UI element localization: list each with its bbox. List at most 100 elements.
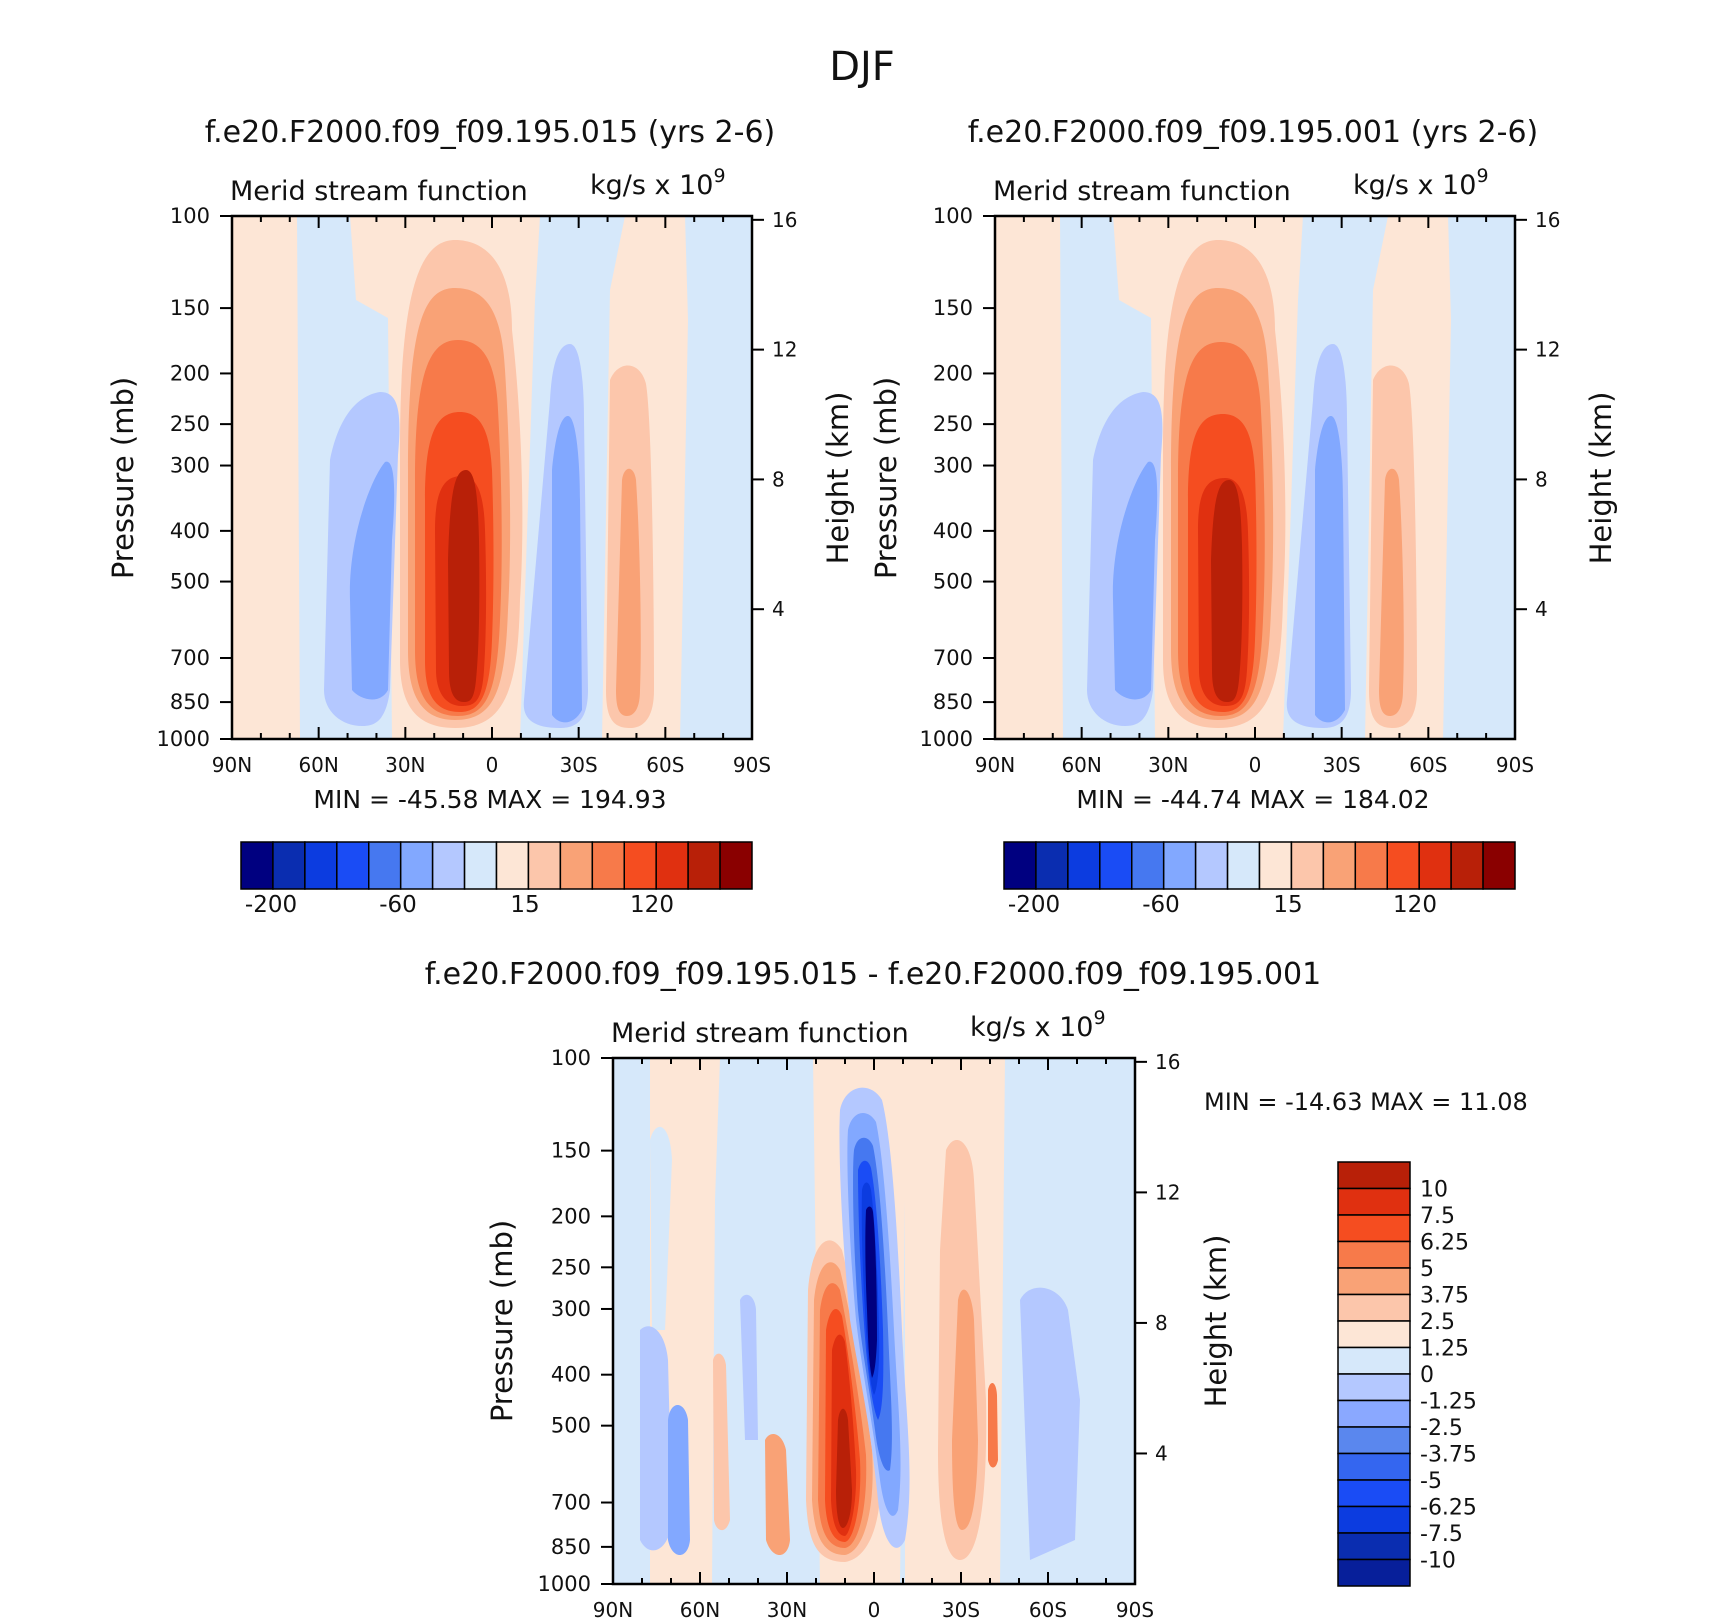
units-exponent: 9 (1476, 165, 1488, 187)
colorbar-swatch (1290, 841, 1325, 890)
colorbar-swatch (1337, 1240, 1411, 1269)
y2-tick-label: 16 (1535, 208, 1560, 232)
pos-region-cell-l6 (448, 470, 480, 702)
cb-label: -6.25 (1420, 1496, 1477, 1521)
colorbar-swatch (336, 841, 370, 890)
panel-1-colorbar (240, 841, 753, 890)
x-tick-label: 90N (593, 1598, 633, 1620)
panel-1-minmax: MIN = -45.58 MAX = 194.93 (313, 785, 666, 814)
x-tick-label: 30N (767, 1598, 807, 1620)
y-tick-label: 1000 (157, 727, 210, 751)
panel-1-units-label: kg/s x 109 (590, 165, 726, 201)
colorbar-swatch (1418, 841, 1452, 890)
x-tick-label: 0 (868, 1598, 881, 1620)
x-tick-label: 90S (1116, 1598, 1154, 1620)
x-tick-label: 90N (975, 753, 1015, 777)
cb-label: -60 (1142, 892, 1180, 918)
neg-region-70n-core (668, 1405, 690, 1555)
neg-region-70n (640, 1326, 672, 1551)
cb-label: -10 (1420, 1549, 1456, 1574)
panel-2-field-label: Merid stream function (993, 176, 1291, 207)
cb-label: 2.5 (1420, 1310, 1455, 1335)
y2-tick-label: 4 (1535, 597, 1548, 621)
colorbar-swatch (1337, 1293, 1411, 1322)
panel-3-y2-label: Height (km) (1199, 1235, 1233, 1408)
colorbar-swatch (1337, 1187, 1411, 1216)
y-tick-label: 100 (170, 204, 210, 228)
colorbar-swatch (655, 841, 689, 890)
cb-label: 1.25 (1420, 1337, 1469, 1362)
neg-region-60s (1020, 1287, 1080, 1560)
pos-region-sh-core (616, 468, 641, 716)
colorbar-swatch (431, 841, 466, 890)
colorbar-swatch (559, 841, 594, 890)
colorbar-swatch (1322, 841, 1357, 890)
cb-label: -60 (379, 892, 417, 918)
pos-region-cell-l6 (1211, 480, 1243, 702)
pos-region-40s-mid (952, 1289, 978, 1530)
colorbar-swatch (1450, 841, 1484, 890)
panel-3-field-label: Merid stream function (611, 1018, 909, 1049)
y-tick-label: 1000 (538, 1572, 591, 1596)
cb-label: 15 (1273, 892, 1302, 918)
colorbar-swatch (1337, 1452, 1411, 1481)
y2-tick-label: 8 (1535, 467, 1548, 491)
y2-tick-label: 12 (772, 338, 797, 362)
cb-label: 120 (630, 892, 674, 918)
y-tick-label: 250 (170, 412, 210, 436)
y-tick-label: 200 (170, 361, 210, 385)
panel-3-contour-field (613, 1058, 1135, 1584)
units-text: kg/s x 10 (590, 170, 713, 201)
y-tick-label: 250 (933, 412, 973, 436)
units-exponent: 9 (713, 165, 725, 187)
colorbar-swatch (1337, 1161, 1411, 1190)
colorbar-swatch (1337, 1373, 1411, 1402)
pos-region-35n (765, 1434, 790, 1555)
colorbar-swatch (1354, 841, 1388, 890)
x-tick-label: 90S (1496, 753, 1534, 777)
colorbar-swatch (1386, 841, 1420, 890)
cb-label: 3.75 (1420, 1284, 1469, 1309)
colorbar-swatch (1162, 841, 1197, 890)
y-tick-label: 1000 (920, 727, 973, 751)
colorbar-swatch (1482, 841, 1516, 890)
y-tick-label: 300 (933, 454, 973, 478)
y-tick-label: 700 (551, 1491, 591, 1515)
neg-region-40n (740, 1294, 758, 1440)
y-tick-label: 100 (551, 1046, 591, 1070)
y-tick-label: 500 (551, 1414, 591, 1438)
colorbar-swatch (463, 841, 498, 890)
y2-tick-label: 12 (1155, 1180, 1180, 1204)
y-tick-label: 200 (551, 1204, 591, 1228)
y-tick-label: 100 (933, 204, 973, 228)
y-tick-label: 300 (551, 1297, 591, 1321)
y-tick-label: 300 (170, 454, 210, 478)
panel-1-contour-field (232, 216, 752, 739)
colorbar-swatch (1337, 1558, 1411, 1587)
colorbar-swatch (1337, 1399, 1411, 1428)
colorbar-swatch (272, 841, 306, 890)
y-tick-label: 500 (933, 570, 973, 594)
colorbar-swatch (1337, 1505, 1411, 1534)
y2-tick-label: 4 (1155, 1441, 1168, 1465)
colorbar-swatch (1131, 841, 1165, 890)
panel-2-y-label: Pressure (mb) (869, 377, 903, 579)
neg-region-sp (1443, 216, 1515, 739)
colorbar-swatch (304, 841, 338, 890)
panel-3-axes: 90N 60N 30N 0 30S 60S 90S 100 150 200 250 300 400 500… (538, 1046, 1181, 1620)
x-tick-label: 30N (1148, 753, 1188, 777)
y-tick-label: 150 (170, 296, 210, 320)
x-tick-label: 0 (1249, 753, 1262, 777)
x-tick-label: 60S (1409, 753, 1447, 777)
panel-1-y2-label: Height (km) (821, 392, 855, 565)
panel-1-colorbar-labels: -200 -60 15 120 (245, 892, 674, 918)
panel-3-units-label: kg/s x 109 (970, 1007, 1106, 1043)
colorbar-swatch (687, 841, 721, 890)
panel-2-units-label: kg/s x 109 (1353, 165, 1489, 201)
colorbar-swatch (1226, 841, 1261, 890)
figure-title: DJF (829, 44, 895, 90)
colorbar-swatch (719, 841, 753, 890)
cb-label: -2.5 (1420, 1416, 1463, 1441)
x-tick-label: 0 (486, 753, 499, 777)
